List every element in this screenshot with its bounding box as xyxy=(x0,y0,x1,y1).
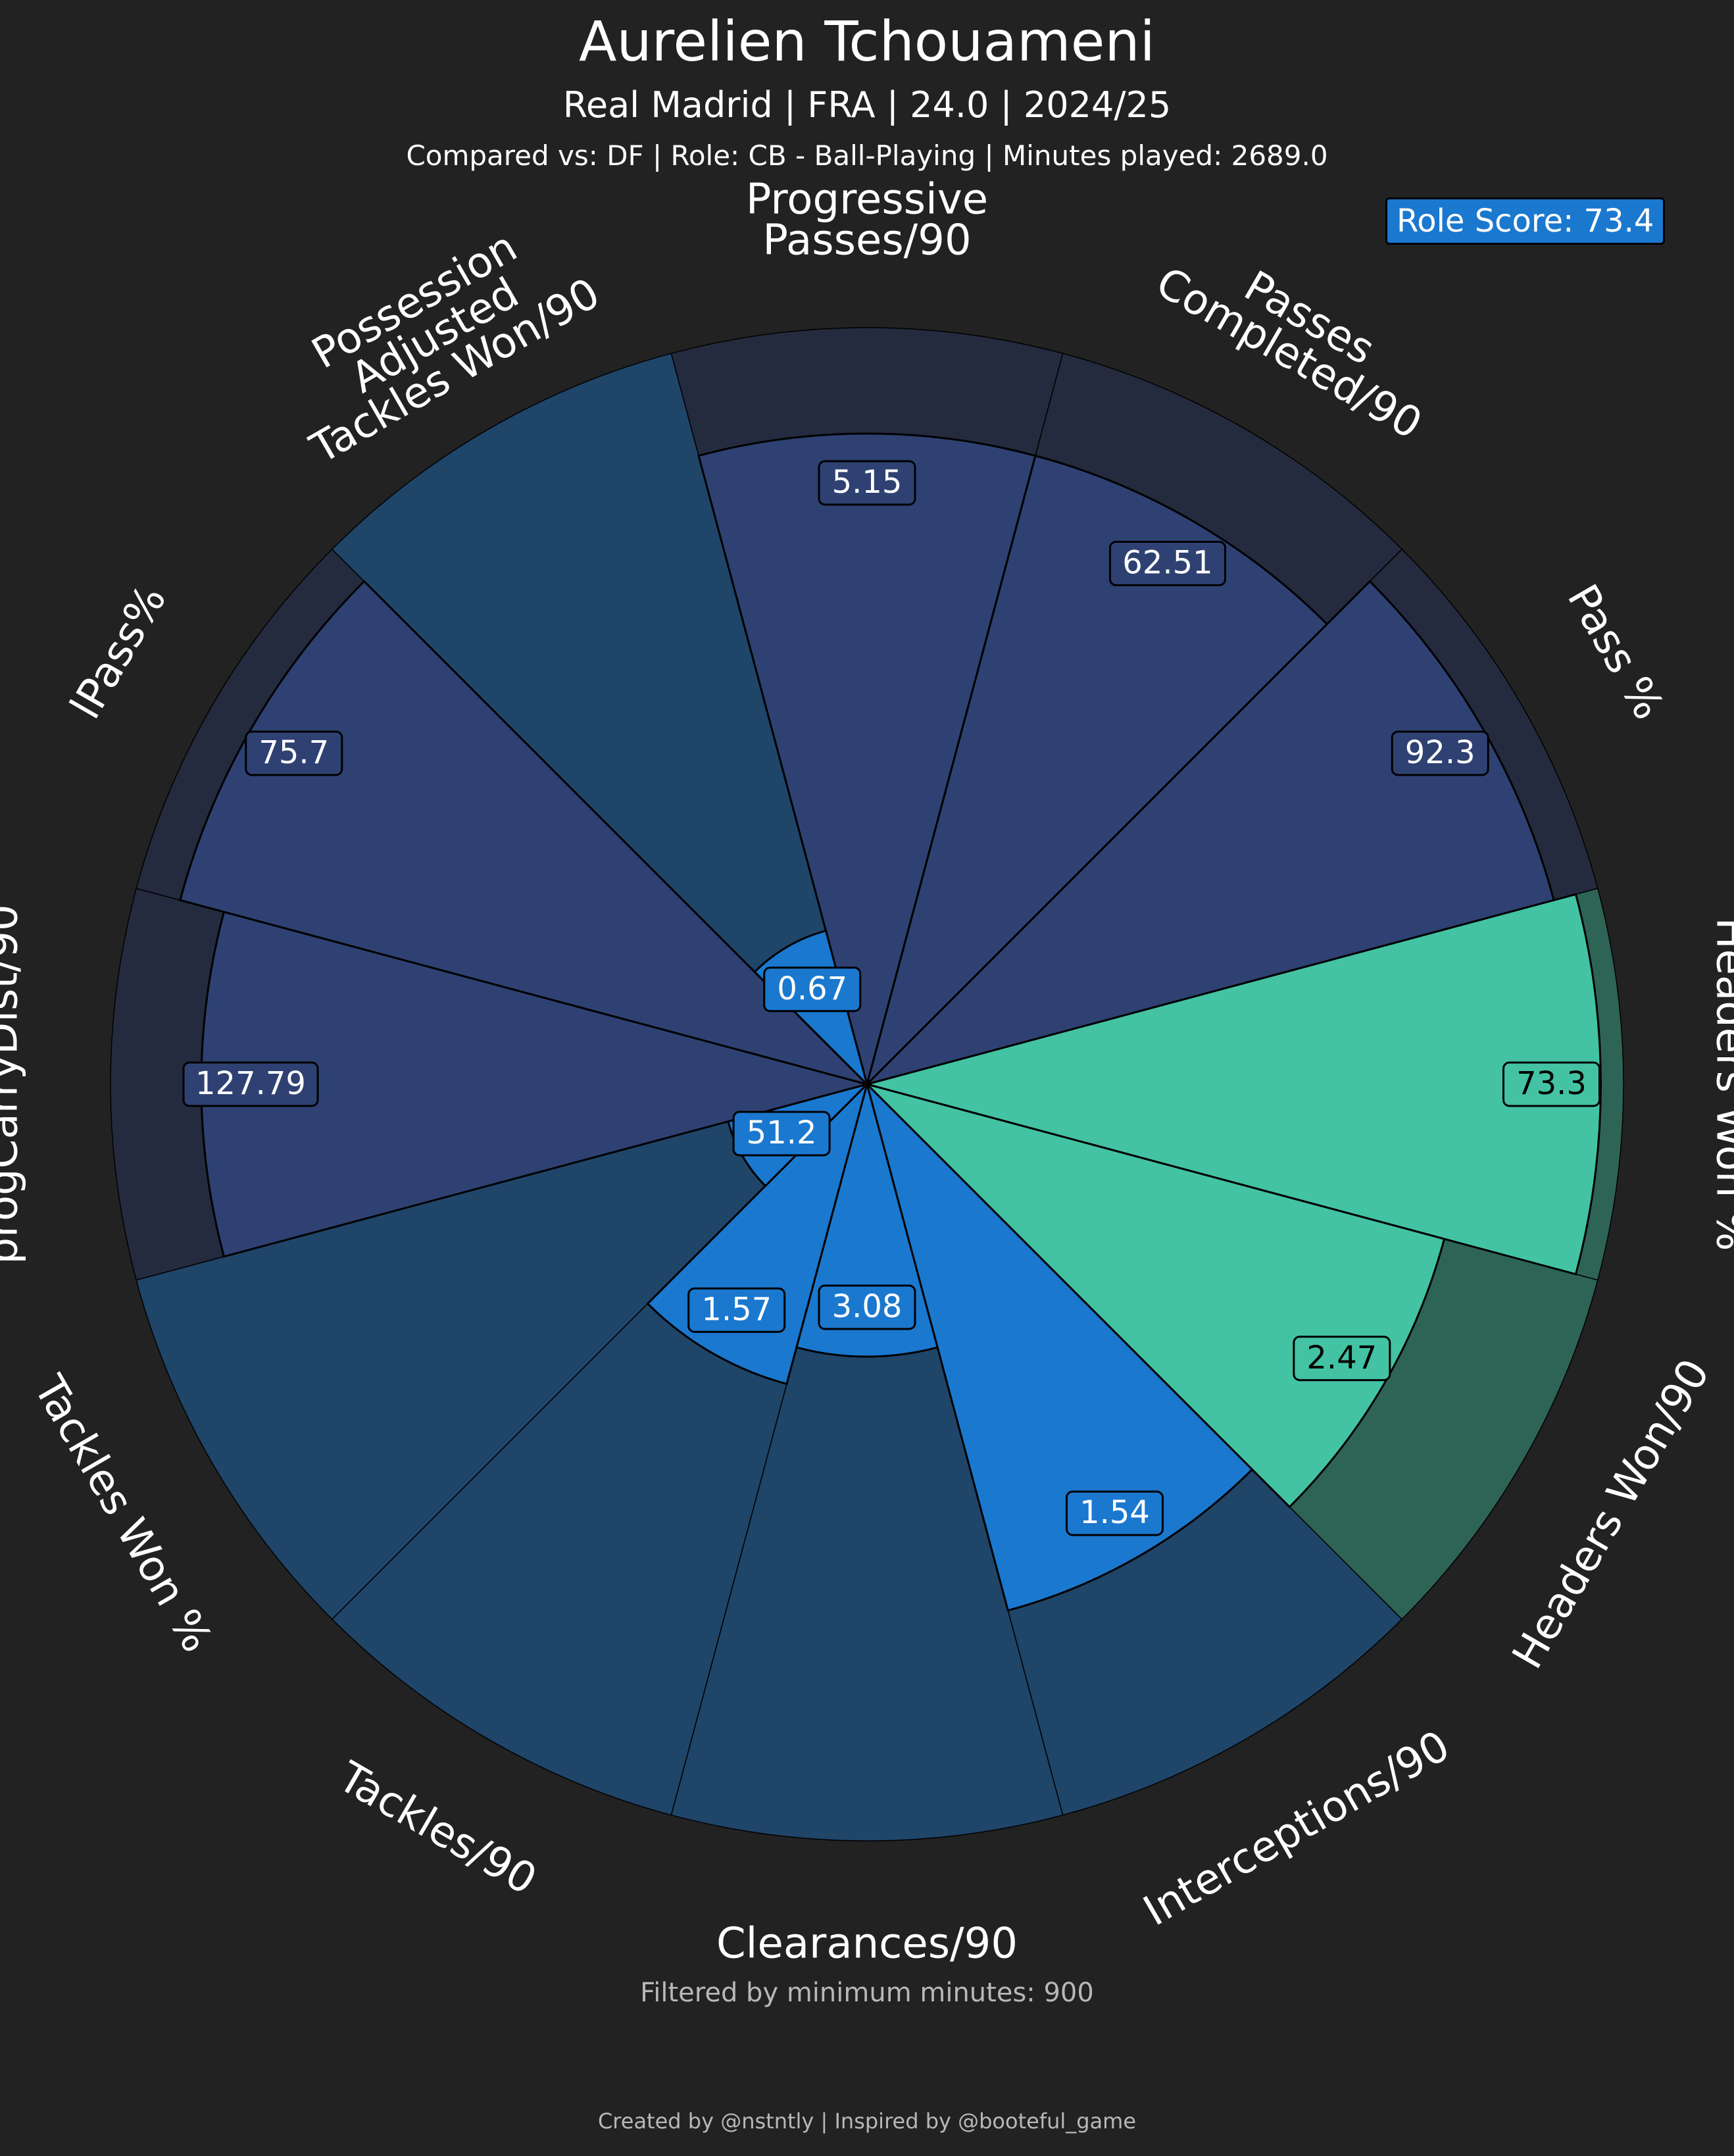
value-label: 75.7 xyxy=(259,734,329,771)
value-box-progcarrydist-90: 127.79 xyxy=(182,1061,319,1107)
wedge-passes-completed-90 xyxy=(865,454,1329,1088)
value-box-bg xyxy=(1502,1061,1600,1107)
value-label: 0.67 xyxy=(777,970,847,1007)
value-box-bg xyxy=(732,1111,831,1157)
value-box-bg xyxy=(763,966,862,1013)
value-label: 73.3 xyxy=(1516,1065,1587,1102)
wedge-pass xyxy=(863,580,1556,1086)
value-label: 3.08 xyxy=(832,1288,903,1325)
value-box-lpass: 75.7 xyxy=(245,730,343,776)
player-subtitle: Real Madrid | FRA | 24.0 | 2024/25 xyxy=(562,84,1172,126)
comparison-info: Compared vs: DF | Role: CB - Ball-Playin… xyxy=(406,139,1328,172)
value-label: 5.15 xyxy=(832,464,903,501)
value-box-headers-won-90: 2.47 xyxy=(1293,1336,1391,1382)
value-label: 92.3 xyxy=(1405,734,1475,771)
param-label-headers-won: Headers Won % xyxy=(1706,917,1734,1251)
value-box-passes-completed-90: 62.51 xyxy=(1109,540,1226,586)
value-box-bg xyxy=(818,460,916,506)
param-label-pass: Pass % xyxy=(1558,576,1673,728)
value-label: 127.79 xyxy=(195,1065,306,1102)
wedge-headers-won-90 xyxy=(863,1082,1446,1509)
param-label-line: Clearances/90 xyxy=(716,1920,1018,1968)
param-label-line: Pass % xyxy=(1558,576,1673,728)
value-label: 51.2 xyxy=(747,1115,817,1151)
value-box-bg xyxy=(687,1287,786,1333)
value-box-bg xyxy=(1109,540,1226,586)
value-box-tackles-won: 51.2 xyxy=(732,1111,831,1157)
value-box-headers-won: 73.3 xyxy=(1502,1061,1600,1107)
credits: Created by @nstntly | Inspired by @boote… xyxy=(597,2109,1137,2134)
value-box-bg xyxy=(182,1061,319,1107)
wedge-interceptions-90 xyxy=(865,1080,1254,1612)
param-label-line: lPass% xyxy=(61,577,176,727)
param-label-progcarrydist-90: progCarryDist/90 xyxy=(0,904,28,1264)
wedge-lpass xyxy=(178,580,871,1086)
value-box-bg xyxy=(1066,1490,1164,1536)
wedge-bg-clearances-90 xyxy=(670,1082,1064,1842)
value-box-possession-adjusted-tackles-won-90: 0.67 xyxy=(763,966,862,1013)
role-score-badge: Role Score: 73.4 xyxy=(1385,197,1666,245)
param-label-line: Tackles/90 xyxy=(330,1753,545,1905)
page-title: Aurelien Tchouameni xyxy=(578,9,1155,74)
wedge-progressive-passes-90 xyxy=(697,432,1037,1088)
value-box-bg xyxy=(245,730,343,776)
param-label-lpass: lPass% xyxy=(61,577,176,727)
value-label: 2.47 xyxy=(1306,1340,1377,1376)
filter-note: Filtered by minimum minutes: 900 xyxy=(640,1978,1094,2008)
param-label-line: Headers Won % xyxy=(1706,917,1734,1251)
wedge-bg-possession-adjusted-tackles-won-90 xyxy=(331,353,868,1086)
value-box-bg xyxy=(818,1284,916,1330)
value-box-bg xyxy=(1293,1336,1391,1382)
param-label-line: progCarryDist/90 xyxy=(0,904,28,1264)
value-box-clearances-90: 3.08 xyxy=(818,1284,916,1330)
value-label: 62.51 xyxy=(1122,544,1212,581)
value-box-pass: 92.3 xyxy=(1391,730,1489,776)
value-labels: 5.15 62.51 92.3 73.3 2.47 1.54 3.08 1.57 51.2 127… xyxy=(182,460,1600,1536)
value-box-progressive-passes-90: 5.15 xyxy=(818,460,916,506)
param-label-line: Passes/90 xyxy=(762,216,971,265)
wedge-bg-tackles-won xyxy=(136,1083,869,1620)
wedge-headers-won xyxy=(863,893,1602,1276)
param-label-tackles-90: Tackles/90 xyxy=(330,1753,545,1905)
param-label-line: Progressive xyxy=(746,176,988,224)
value-label: 1.54 xyxy=(1079,1494,1150,1531)
value-label: 1.57 xyxy=(701,1291,772,1328)
value-box-tackles-90: 1.57 xyxy=(687,1287,786,1333)
param-label-clearances-90: Clearances/90 xyxy=(716,1920,1018,1968)
value-box-bg xyxy=(1391,730,1489,776)
value-box-interceptions-90: 1.54 xyxy=(1066,1490,1164,1536)
